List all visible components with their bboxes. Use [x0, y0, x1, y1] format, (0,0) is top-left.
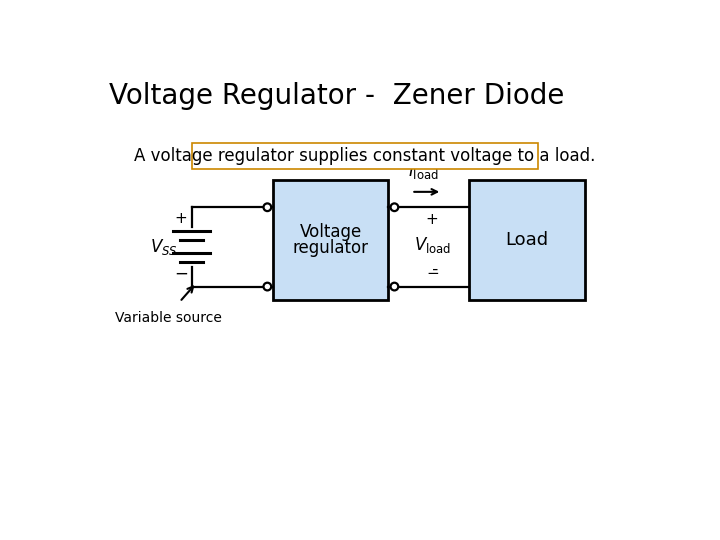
Circle shape — [390, 204, 398, 211]
Circle shape — [390, 283, 398, 291]
Bar — [192, 143, 539, 168]
Text: $V_{SS}$: $V_{SS}$ — [150, 237, 178, 256]
Text: −: − — [174, 265, 188, 283]
Text: $\bar{-}$: $\bar{-}$ — [426, 265, 438, 280]
Text: +: + — [175, 211, 187, 226]
Text: Variable source: Variable source — [115, 311, 222, 325]
Text: +: + — [426, 212, 438, 227]
Text: $V_{\rm load}$: $V_{\rm load}$ — [413, 235, 451, 255]
Circle shape — [264, 283, 271, 291]
Text: A voltage regulator supplies constant voltage to a load.: A voltage regulator supplies constant vo… — [135, 147, 596, 165]
Text: regulator: regulator — [292, 239, 369, 256]
Bar — [273, 180, 388, 300]
Text: Load: Load — [505, 231, 549, 249]
Circle shape — [264, 204, 271, 211]
Text: Voltage Regulator -  Zener Diode: Voltage Regulator - Zener Diode — [109, 82, 564, 110]
Bar — [469, 180, 585, 300]
Text: $I_{\rm load}$: $I_{\rm load}$ — [408, 161, 438, 181]
Text: Voltage: Voltage — [300, 223, 361, 241]
